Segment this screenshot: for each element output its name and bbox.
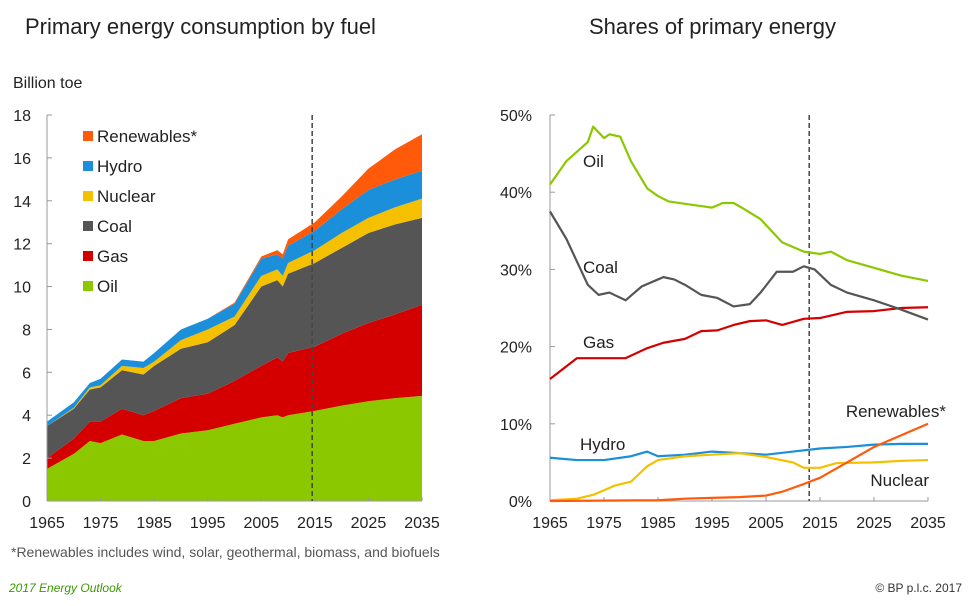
right-x-tick-label: 2035 bbox=[910, 515, 946, 532]
legend-swatch bbox=[83, 161, 93, 171]
line-coal bbox=[549, 210, 929, 321]
left-x-tick-label: 2025 bbox=[351, 515, 387, 532]
left-y-tick-label: 4 bbox=[22, 408, 31, 425]
series-label-gas: Gas bbox=[583, 333, 614, 352]
right-y-tick-label: 10% bbox=[500, 417, 532, 434]
left-x-tick-label: 1965 bbox=[29, 515, 65, 532]
left-x-tick-label: 2015 bbox=[297, 515, 333, 532]
right-x-tick-label: 2025 bbox=[856, 515, 892, 532]
right-y-tick-label: 50% bbox=[500, 108, 532, 125]
left-chart-title: Primary energy consumption by fuel bbox=[25, 14, 376, 39]
series-label-renewables: Renewables* bbox=[846, 402, 947, 421]
legend-label: Hydro bbox=[97, 157, 142, 176]
legend-item: Nuclear bbox=[83, 187, 156, 206]
line-gas bbox=[549, 306, 929, 380]
right-x-tick-label: 2015 bbox=[802, 515, 838, 532]
legend-swatch bbox=[83, 131, 93, 141]
left-y-tick-label: 6 bbox=[22, 365, 31, 382]
line-nuclear bbox=[549, 452, 929, 502]
left-x-tick-label: 1995 bbox=[190, 515, 226, 532]
legend-swatch bbox=[83, 281, 93, 291]
legend-item: Hydro bbox=[83, 157, 142, 176]
series-label-nuclear: Nuclear bbox=[870, 471, 929, 490]
left-x-tick-label: 2035 bbox=[404, 515, 440, 532]
line-hydro bbox=[549, 442, 928, 462]
left-x-tick-label: 1975 bbox=[83, 515, 119, 532]
legend-item: Gas bbox=[83, 247, 128, 266]
right-y-tick-label: 20% bbox=[500, 340, 532, 357]
legend-swatch bbox=[83, 251, 93, 261]
left-x-tick-label: 1985 bbox=[136, 515, 172, 532]
legend-item: Coal bbox=[83, 217, 132, 236]
legend-label: Oil bbox=[97, 277, 118, 296]
right-x-tick-label: 1975 bbox=[586, 515, 622, 532]
right-x-tick-label: 1995 bbox=[694, 515, 730, 532]
left-y-tick-label: 10 bbox=[13, 280, 31, 297]
left-y-tick-label: 14 bbox=[13, 194, 31, 211]
legend-swatch bbox=[83, 221, 93, 231]
right-y-tick-label: 40% bbox=[500, 185, 532, 202]
area-oil bbox=[47, 395, 422, 501]
right-y-tick-label: 30% bbox=[500, 262, 532, 279]
legend-label: Gas bbox=[97, 247, 128, 266]
legend-label: Renewables* bbox=[97, 127, 198, 146]
left-y-tick-label: 8 bbox=[22, 322, 31, 339]
series-label-hydro: Hydro bbox=[580, 435, 625, 454]
right-chart-title: Shares of primary energy bbox=[589, 14, 836, 39]
left-y-axis-label: Billion toe bbox=[13, 75, 82, 92]
series-lines bbox=[549, 125, 929, 503]
area-coal bbox=[47, 217, 422, 459]
area-nuclear bbox=[47, 198, 422, 426]
right-x-tick-label: 1965 bbox=[532, 515, 568, 532]
legend-label: Nuclear bbox=[97, 187, 156, 206]
left-y-tick-label: 18 bbox=[13, 108, 31, 125]
series-label-oil: Oil bbox=[583, 152, 604, 171]
area-gas bbox=[47, 304, 422, 469]
source-left: 2017 Energy Outlook bbox=[8, 581, 123, 595]
left-y-tick-label: 0 bbox=[22, 494, 31, 511]
line-oil bbox=[549, 125, 929, 283]
stacked-areas bbox=[47, 134, 422, 501]
legend-label: Coal bbox=[97, 217, 132, 236]
footnote: *Renewables includes wind, solar, geothe… bbox=[11, 544, 440, 560]
right-x-tick-label: 2005 bbox=[748, 515, 784, 532]
left-y-tick-label: 16 bbox=[13, 151, 31, 168]
left-y-tick-label: 2 bbox=[22, 451, 31, 468]
legend-item: Oil bbox=[83, 277, 118, 296]
right-x-tick-label: 1985 bbox=[640, 515, 676, 532]
source-right: © BP p.l.c. 2017 bbox=[875, 581, 962, 595]
left-y-tick-label: 12 bbox=[13, 237, 31, 254]
line-renewables bbox=[549, 422, 929, 503]
legend-item: Renewables* bbox=[83, 127, 198, 146]
legend: Renewables* Hydro Nuclear Coal Gas Oil bbox=[83, 127, 198, 296]
legend-swatch bbox=[83, 191, 93, 201]
series-label-coal: Coal bbox=[583, 258, 618, 277]
right-line-chart: 0% 10% 20% 30% 40% 50% 1965 1975 1985 1995 2005 201… bbox=[500, 108, 946, 532]
area-renewables bbox=[47, 134, 422, 422]
area-hydro bbox=[47, 170, 422, 426]
right-y-tick-label: 0% bbox=[509, 494, 532, 511]
left-stacked-area-chart: 0 2 4 6 8 10 12 14 16 18 1965 1975 1985 1995 2005 2015 2… bbox=[13, 108, 440, 532]
left-x-tick-label: 2005 bbox=[243, 515, 279, 532]
